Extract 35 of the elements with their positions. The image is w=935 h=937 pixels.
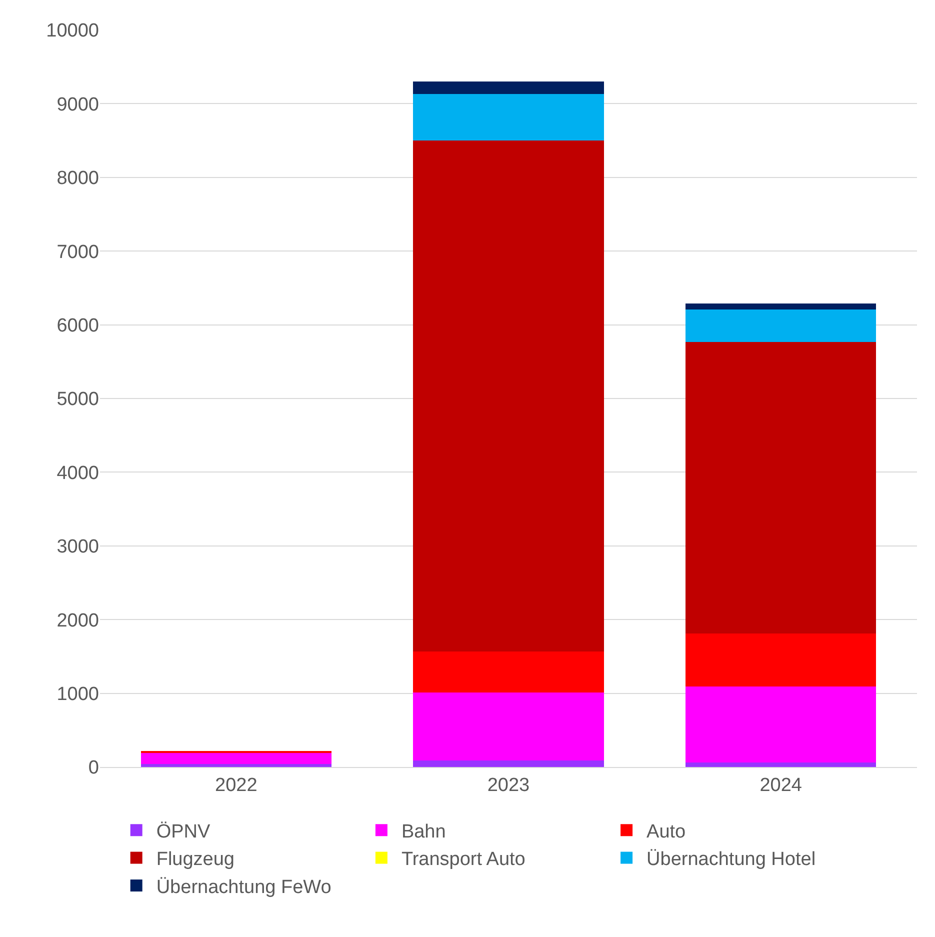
- bar: [686, 303, 876, 310]
- bar: [686, 762, 876, 767]
- y-tick-label: 5000: [56, 389, 99, 410]
- y-tick-label: 9000: [56, 94, 99, 116]
- x-tick-label: 2022: [215, 774, 258, 796]
- bar: [413, 760, 604, 767]
- bar: [413, 140, 604, 652]
- legend-label: ÖPNV: [156, 821, 211, 842]
- bar: [413, 94, 604, 141]
- x-tick-label: 2024: [760, 774, 802, 796]
- legend-label: Übernachtung FeWo: [156, 876, 332, 898]
- bar: [686, 686, 876, 763]
- legend-label: Auto: [646, 821, 686, 842]
- legend-label: Bahn: [401, 821, 446, 842]
- bar: [413, 82, 604, 94]
- y-tick-label: 4000: [56, 462, 99, 484]
- bar: [686, 342, 876, 634]
- y-tick-label: 0: [88, 758, 99, 779]
- bar: [413, 651, 604, 693]
- bar: [686, 309, 876, 342]
- bar: [413, 692, 604, 760]
- x-tick-label: 2023: [487, 774, 530, 796]
- legend-label: Transport Auto: [401, 849, 526, 870]
- legend-label: Flugzeug: [156, 849, 235, 870]
- bar: [140, 753, 332, 764]
- bar: [140, 764, 332, 767]
- y-tick-label: 1000: [56, 684, 99, 705]
- bar: [686, 634, 876, 687]
- y-tick-label: 8000: [56, 168, 99, 190]
- y-tick-label: 7000: [56, 242, 99, 263]
- y-tick-label: 2000: [56, 610, 99, 632]
- y-tick-label: 10000: [46, 20, 99, 42]
- y-tick-label: 3000: [56, 536, 99, 558]
- legend-label: Übernachtung Hotel: [646, 849, 816, 870]
- y-tick-label: 6000: [56, 315, 99, 336]
